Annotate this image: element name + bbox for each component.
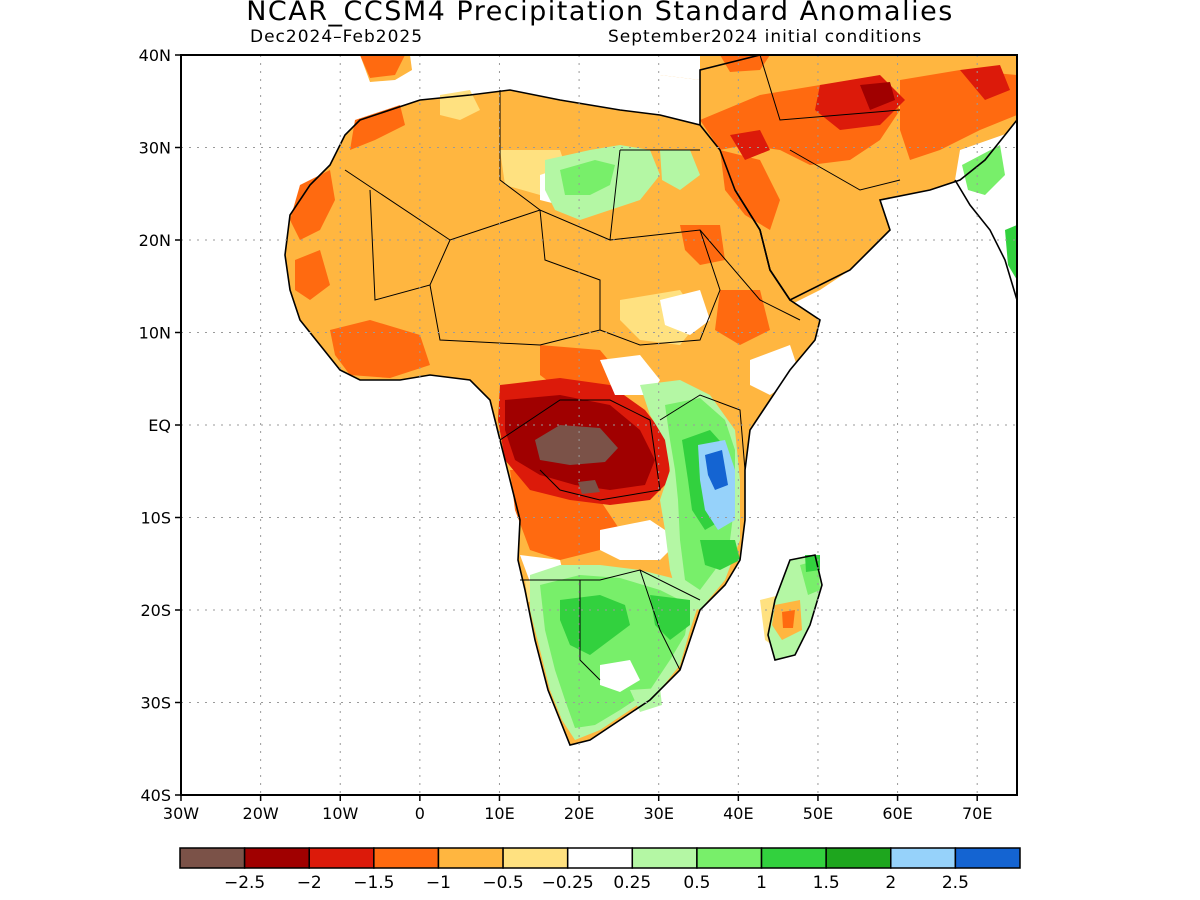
- lat-label: 40N: [139, 46, 171, 65]
- colorbar-swatch: [760, 847, 827, 869]
- colorbar-label: −0.5: [482, 873, 523, 893]
- colorbar-label: −2.5: [224, 873, 265, 893]
- lat-label: 30N: [139, 139, 171, 158]
- colorbar-label: 1.5: [813, 873, 840, 893]
- map-title: NCAR_CCSM4 Precipitation Standard Anomal…: [246, 0, 954, 27]
- colorbar-label: −0.25: [542, 873, 594, 893]
- colorbar-swatch: [890, 847, 957, 869]
- lon-label: 70E: [962, 804, 992, 823]
- colorbar-label: −2: [297, 873, 322, 893]
- initial-conditions: September2024 initial conditions: [608, 27, 923, 47]
- lat-label: 10S: [140, 509, 171, 528]
- colorbar-label: 0.5: [683, 873, 710, 893]
- forecast-period: Dec2024–Feb2025: [250, 27, 424, 47]
- lon-label: 20E: [564, 804, 594, 823]
- lon-label: 10E: [484, 804, 514, 823]
- colorbar-swatch: [696, 847, 763, 869]
- colorbar-swatch: [954, 847, 1021, 869]
- lat-label: 10N: [139, 324, 171, 343]
- colorbar-swatch: [308, 847, 375, 869]
- lat-label: 20S: [140, 601, 171, 620]
- graticule: [181, 55, 1017, 795]
- lon-label: 30E: [643, 804, 673, 823]
- lon-label: 0: [415, 804, 425, 823]
- colorbar: [179, 847, 1021, 869]
- colorbar-swatch: [631, 847, 698, 869]
- anomaly-fields: [285, 55, 1017, 745]
- lon-label: 30W: [163, 804, 199, 823]
- country-borders: [344, 55, 901, 681]
- colorbar-label: 0.25: [613, 873, 651, 893]
- colorbar-label: 1: [756, 873, 767, 893]
- colorbar-labels: −2.5 −2 −1.5 −1 −0.5 −0.25 0.25 0.5 1 1.5 2 2.5: [224, 873, 969, 893]
- lon-label: 20W: [243, 804, 279, 823]
- lon-label: 40E: [723, 804, 753, 823]
- colorbar-swatch: [243, 847, 310, 869]
- lon-label: 10W: [322, 804, 358, 823]
- colorbar-label: 2.5: [942, 873, 969, 893]
- latitude-labels: 40N 30N 20N 10N EQ 10S 20S 30S 40S: [139, 46, 171, 805]
- coastlines: [284, 55, 1017, 746]
- colorbar-swatch: [373, 847, 440, 869]
- colorbar-swatch: [502, 847, 569, 869]
- lon-label: 60E: [882, 804, 912, 823]
- lon-label: 50E: [803, 804, 833, 823]
- colorbar-swatch: [437, 847, 504, 869]
- colorbar-swatch: [179, 847, 246, 869]
- colorbar-swatch: [825, 847, 892, 869]
- lat-label: 30S: [140, 694, 171, 713]
- colorbar-label: −1.5: [353, 873, 394, 893]
- colorbar-label: 2: [885, 873, 896, 893]
- lat-label: EQ: [148, 416, 171, 435]
- lat-label: 20N: [139, 231, 171, 250]
- lat-label: 40S: [140, 786, 171, 805]
- longitude-labels: 30W 20W 10W 0 10E 20E 30E 40E 50E 60E 70E: [163, 804, 993, 823]
- colorbar-swatch: [566, 847, 634, 869]
- colorbar-label: −1: [426, 873, 451, 893]
